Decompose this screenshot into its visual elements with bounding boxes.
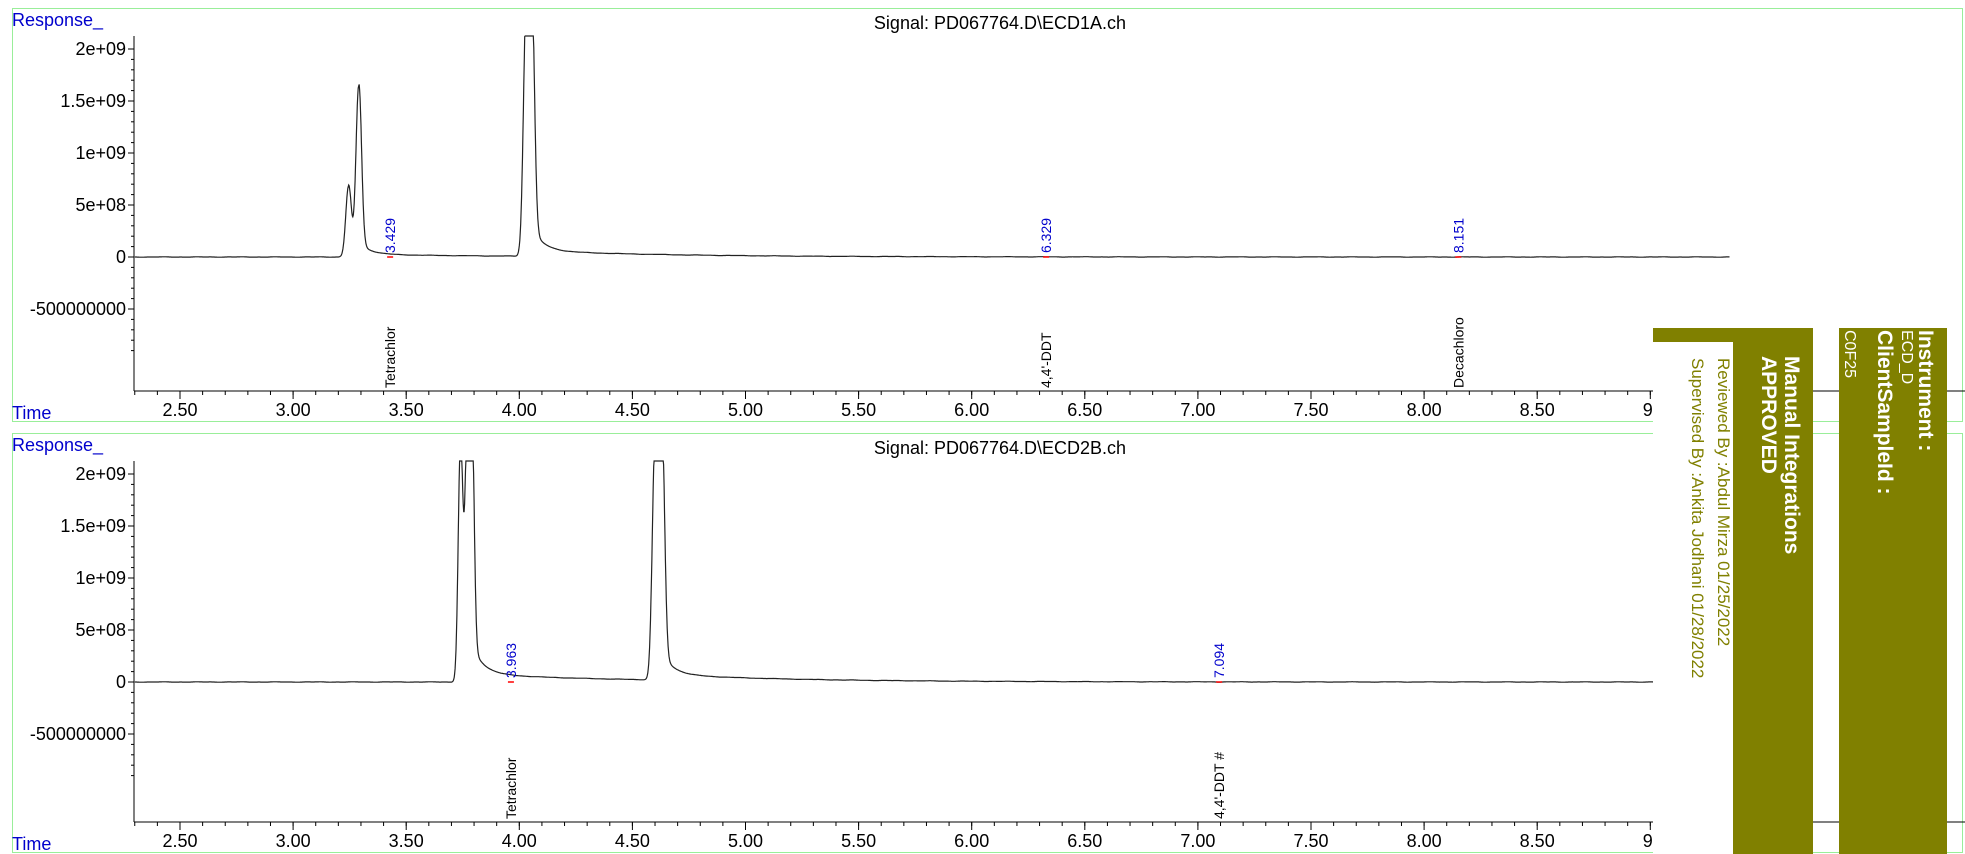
response-axis-label: Response_: [12, 435, 104, 456]
x-tick-label: 4.00: [502, 400, 537, 420]
retention-time-label: 3.963: [503, 643, 519, 678]
time-axis-label: Time: [12, 834, 51, 854]
compound-label: 4,4'-DDT #: [1211, 752, 1227, 819]
retention-time-label: 3.429: [382, 218, 398, 253]
x-tick-label: 4.00: [502, 831, 537, 851]
y-tick-label: 0: [116, 247, 126, 267]
x-tick-label: 6.50: [1067, 831, 1102, 851]
x-tick-label: 7.50: [1293, 831, 1328, 851]
x-tick-label: 3.50: [389, 831, 424, 851]
x-tick-label: 2.50: [162, 831, 197, 851]
y-tick-label: 2e+09: [75, 39, 126, 59]
x-tick-label: 6.50: [1067, 400, 1102, 420]
y-tick-label: 1e+09: [75, 143, 126, 163]
retention-time-label: 6.329: [1038, 218, 1054, 253]
x-tick-label: 3.00: [276, 400, 311, 420]
y-tick-label: 1e+09: [75, 568, 126, 588]
y-tick-label: -500000000: [30, 724, 126, 744]
x-tick-label: 8.50: [1520, 831, 1555, 851]
x-tick-label: 3.00: [276, 831, 311, 851]
y-tick-label: 0: [116, 672, 126, 692]
client-sample-value: C0F25: [1841, 330, 1858, 379]
compound-label: 4,4'-DDT: [1038, 332, 1054, 388]
x-tick-label: 8.50: [1520, 400, 1555, 420]
panel-frame: [12, 433, 1963, 853]
x-tick-label: 5.00: [728, 831, 763, 851]
x-tick-label: 6.00: [954, 831, 989, 851]
x-tick-label: 8.00: [1407, 400, 1442, 420]
compound-label: Tetrachlor: [382, 326, 398, 388]
approved-label: APPROVED: [1757, 356, 1780, 474]
panel-frame: [12, 8, 1963, 422]
manual-integrations-label: Manual Integrations: [1780, 356, 1803, 555]
x-tick-label: 7.00: [1180, 831, 1215, 851]
y-tick-label: 5e+08: [75, 195, 126, 215]
y-tick-label: 1.5e+09: [60, 516, 126, 536]
y-tick-label: -500000000: [30, 299, 126, 319]
x-tick-label: 7.00: [1180, 400, 1215, 420]
response-axis-label: Response_: [12, 10, 104, 31]
x-tick-label: 5.00: [728, 400, 763, 420]
signal-title: Signal: PD067764.D\ECD1A.ch: [874, 13, 1126, 33]
x-tick-label: 5.50: [841, 400, 876, 420]
x-tick-label: 7.50: [1293, 400, 1328, 420]
client-sample-label: ClientSampleId :: [1873, 330, 1896, 495]
signal-trace: [134, 35, 1730, 258]
instrument-stamp-band: [1839, 328, 1947, 854]
approval-stamp-notch: [1653, 342, 1733, 854]
x-tick-label: 8.00: [1407, 831, 1442, 851]
reviewed-by-label: Reviewed By :Abdul Mirza 01/25/2022: [1714, 358, 1733, 647]
retention-time-label: 8.151: [1450, 218, 1466, 253]
y-tick-label: 2e+09: [75, 464, 126, 484]
x-tick-label: 5.50: [841, 831, 876, 851]
x-tick-label: 4.50: [615, 400, 650, 420]
y-tick-label: 5e+08: [75, 620, 126, 640]
signal-title: Signal: PD067764.D\ECD2B.ch: [874, 438, 1126, 458]
y-tick-label: 1.5e+09: [60, 91, 126, 111]
compound-label: Decachloro: [1450, 317, 1466, 388]
signal-trace: [134, 460, 1730, 683]
x-tick-label: 6.00: [954, 400, 989, 420]
instrument-value: ECD_D: [1898, 330, 1915, 385]
x-tick-label: 4.50: [615, 831, 650, 851]
compound-label: Tetrachlor: [503, 757, 519, 819]
x-tick-label: 3.50: [389, 400, 424, 420]
x-tick-label: 2.50: [162, 400, 197, 420]
time-axis-label: Time: [12, 403, 51, 423]
retention-time-label: 7.094: [1211, 643, 1227, 678]
supervised-by-label: Supervised By :Ankita Jodhani 01/28/2022: [1688, 358, 1707, 679]
instrument-label: Instrument :: [1914, 330, 1937, 452]
